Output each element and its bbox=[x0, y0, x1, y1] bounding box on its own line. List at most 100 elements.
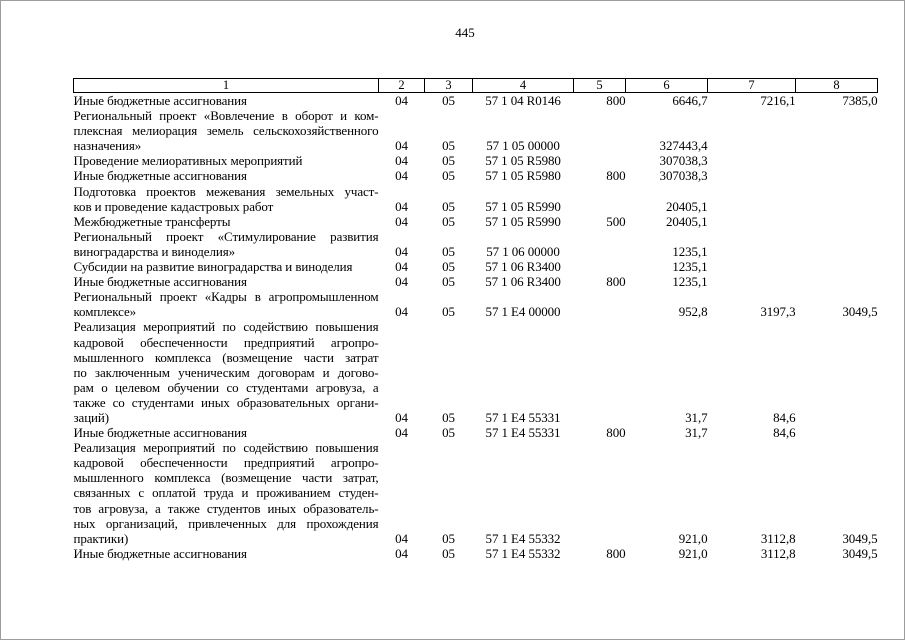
row-label-line: Иные бюджетные ассигнования bbox=[73, 274, 247, 290]
row-label: Реализация мероприятий по содействию пов… bbox=[74, 440, 379, 546]
cell-c8 bbox=[796, 108, 878, 153]
cell-c7 bbox=[708, 229, 796, 259]
row-label: Иные бюджетные ассигнования bbox=[74, 168, 379, 183]
row-label-line: Региональный проект «Стимулирование разв… bbox=[73, 228, 379, 244]
row-label-line: Подготовка проектов межевания земельных … bbox=[73, 183, 379, 199]
cell-c3: 05 bbox=[442, 409, 455, 425]
row-label-line: тов агровуза, а также студентов иных обр… bbox=[73, 500, 379, 516]
cell-c7: 3112,8 bbox=[760, 545, 796, 561]
row-label: Иные бюджетные ассигнования bbox=[74, 425, 379, 440]
cell-c7 bbox=[708, 153, 796, 168]
row-label: Межбюджетные трансферты bbox=[74, 214, 379, 229]
cell-c8: 3049,5 bbox=[842, 530, 878, 546]
row-label: Иные бюджетные ассигнования bbox=[74, 93, 379, 109]
cell-c6: 1235,1 bbox=[672, 259, 708, 275]
row-label-line: также со студентами иных образовательных… bbox=[73, 394, 379, 410]
row-label: Региональный проект «Вовлечение в оборот… bbox=[74, 108, 379, 153]
cell-c3: 05 bbox=[442, 213, 455, 229]
cell-c8 bbox=[796, 274, 878, 289]
cell-c3: 05 bbox=[442, 198, 455, 214]
cell-c5: 800 bbox=[606, 93, 626, 108]
cell-c3: 05 bbox=[442, 545, 455, 561]
row-label-line: по заключенным ученическим договорам и д… bbox=[73, 364, 379, 380]
column-header-2: 2 bbox=[378, 78, 425, 93]
cell-c3: 05 bbox=[442, 168, 455, 184]
cell-c4: 57 1 04 R0146 bbox=[485, 93, 561, 108]
cell-c8 bbox=[796, 214, 878, 229]
row-label-line: кадровой обеспеченности предприятий агро… bbox=[73, 334, 379, 350]
cell-c7: 84,6 bbox=[773, 425, 796, 441]
cell-c5: 800 bbox=[606, 425, 626, 441]
cell-c3: 05 bbox=[442, 93, 455, 108]
cell-c6: 1235,1 bbox=[672, 274, 708, 290]
cell-c5: 800 bbox=[606, 274, 626, 290]
cell-c2: 04 bbox=[395, 304, 408, 320]
cell-c5 bbox=[574, 440, 626, 546]
cell-c4: 57 1 05 R5990 bbox=[485, 198, 561, 214]
cell-c6: 307038,3 bbox=[659, 153, 708, 169]
row-label-line: Иные бюджетные ассигнования bbox=[73, 425, 247, 441]
cell-c3: 05 bbox=[442, 259, 455, 275]
row-label: Региональный проект «Стимулирование разв… bbox=[74, 229, 379, 259]
row-label-line: практики) bbox=[73, 530, 129, 546]
cell-c6: 327443,4 bbox=[659, 138, 708, 154]
row-label-line: комплексе» bbox=[73, 304, 137, 320]
row-label-line: рам о целевом обучении со студентами агр… bbox=[73, 379, 379, 395]
cell-c3: 05 bbox=[442, 153, 455, 169]
cell-c3: 05 bbox=[442, 138, 455, 154]
cell-c8 bbox=[796, 184, 878, 214]
row-label-line: Реализация мероприятий по содействию пов… bbox=[73, 440, 379, 456]
cell-c2: 04 bbox=[395, 409, 408, 425]
cell-c3: 05 bbox=[442, 274, 455, 290]
cell-c4: 57 1 05 R5980 bbox=[485, 168, 561, 184]
table-row: Субсидии на развитие виноградарства и ви… bbox=[74, 259, 878, 274]
cell-c2: 04 bbox=[395, 168, 408, 184]
cell-c6: 921,0 bbox=[678, 545, 708, 561]
cell-c4: 57 1 05 R5990 bbox=[485, 213, 561, 229]
table-row: Иные бюджетные ассигнования 04 05 57 1 04 R… bbox=[74, 93, 878, 109]
cell-c4: 57 1 06 R3400 bbox=[485, 274, 561, 290]
row-label-line: мышленного комплекса (возмещение части з… bbox=[73, 349, 379, 365]
cell-c8 bbox=[796, 259, 878, 274]
cell-c4: 57 1 05 R5980 bbox=[485, 153, 561, 169]
table-row: Региональный проект «Стимулирование разв… bbox=[74, 229, 878, 259]
cell-c6: 952,8 bbox=[678, 304, 708, 320]
row-label-line: Региональный проект «Кадры в агропромышл… bbox=[73, 289, 379, 305]
cell-c3: 05 bbox=[442, 243, 455, 259]
cell-c7: 3112,8 bbox=[760, 530, 796, 546]
cell-c6: 307038,3 bbox=[659, 168, 708, 184]
row-label: Подготовка проектов межевания земельных … bbox=[74, 184, 379, 214]
row-label-line: заций) bbox=[73, 409, 110, 425]
column-header-1: 1 bbox=[73, 78, 379, 93]
cell-c5 bbox=[574, 259, 626, 274]
column-header-3: 3 bbox=[424, 78, 473, 93]
table-row: Подготовка проектов межевания земельных … bbox=[74, 184, 878, 214]
cell-c6: 6646,7 bbox=[672, 93, 708, 108]
row-label: Региональный проект «Кадры в агропромышл… bbox=[74, 289, 379, 319]
cell-c7 bbox=[708, 168, 796, 183]
row-label-line: Иные бюджетные ассигнования bbox=[73, 168, 247, 184]
cell-c5 bbox=[574, 108, 626, 153]
row-label-line: связанных с оплатой труда и проживанием … bbox=[73, 485, 379, 501]
row-label-line: плексная мелиорация земель сельскохозяйс… bbox=[73, 123, 379, 139]
cell-c5 bbox=[574, 153, 626, 168]
cell-c2: 04 bbox=[395, 243, 408, 259]
cell-c7 bbox=[708, 274, 796, 289]
cell-c8 bbox=[796, 425, 878, 440]
table-body: Иные бюджетные ассигнования 04 05 57 1 04 R… bbox=[74, 93, 878, 561]
cell-c8: 7385,0 bbox=[842, 93, 878, 108]
row-label: Иные бюджетные ассигнования bbox=[74, 546, 379, 561]
cell-c2: 04 bbox=[395, 138, 408, 154]
cell-c4: 57 1 E4 55332 bbox=[485, 545, 561, 561]
table-row: Региональный проект «Кадры в агропромышл… bbox=[74, 289, 878, 319]
table-row: Иные бюджетные ассигнования 04 05 57 1 05 R… bbox=[74, 168, 878, 183]
cell-c7 bbox=[708, 184, 796, 214]
cell-c6: 31,7 bbox=[685, 425, 708, 441]
cell-c8 bbox=[796, 229, 878, 259]
column-header-4: 4 bbox=[472, 78, 574, 93]
cell-c7: 7216,1 bbox=[760, 93, 796, 108]
cell-c2: 04 bbox=[395, 274, 408, 290]
